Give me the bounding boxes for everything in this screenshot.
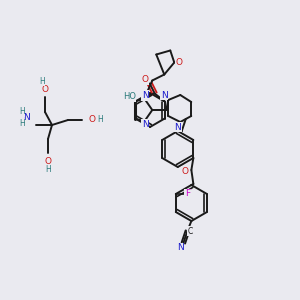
Text: H: H: [45, 164, 51, 173]
Text: O: O: [44, 157, 52, 166]
Text: C: C: [188, 226, 193, 236]
Text: N: N: [142, 120, 149, 129]
Text: HO: HO: [123, 92, 136, 101]
Text: O: O: [176, 58, 183, 67]
Text: N: N: [177, 244, 184, 253]
Text: O: O: [182, 167, 189, 176]
Text: H: H: [39, 76, 45, 85]
Text: O: O: [141, 75, 148, 84]
Text: N: N: [174, 122, 181, 131]
Text: N: N: [161, 91, 168, 100]
Text: O: O: [88, 116, 95, 124]
Text: N: N: [24, 113, 30, 122]
Text: H: H: [97, 116, 103, 124]
Text: H: H: [19, 107, 25, 116]
Text: H: H: [19, 119, 25, 128]
Text: F: F: [185, 190, 190, 199]
Text: N: N: [142, 91, 149, 100]
Text: O: O: [41, 85, 49, 94]
